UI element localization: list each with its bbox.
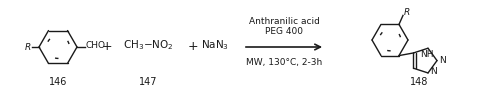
Text: N: N [439, 56, 446, 65]
Text: NH: NH [420, 50, 434, 59]
Text: $\mathregular{CH_3}$$\mathregular{-NO_2}$: $\mathregular{CH_3}$$\mathregular{-NO_2}… [122, 38, 174, 52]
Text: MW, 130°C, 2-3h: MW, 130°C, 2-3h [246, 57, 322, 66]
Text: CHO: CHO [86, 42, 106, 51]
Text: PEG 400: PEG 400 [265, 27, 303, 36]
Text: +: + [102, 40, 112, 53]
Text: Anthranilic acid: Anthranilic acid [248, 17, 320, 25]
Text: 146: 146 [49, 77, 67, 87]
Text: R: R [404, 8, 410, 17]
Text: 148: 148 [410, 77, 428, 87]
Text: +: + [188, 40, 198, 53]
Text: $\mathregular{NaN_3}$: $\mathregular{NaN_3}$ [201, 38, 229, 52]
Text: 147: 147 [139, 77, 157, 87]
Text: N: N [430, 67, 437, 76]
Text: R: R [25, 42, 31, 51]
